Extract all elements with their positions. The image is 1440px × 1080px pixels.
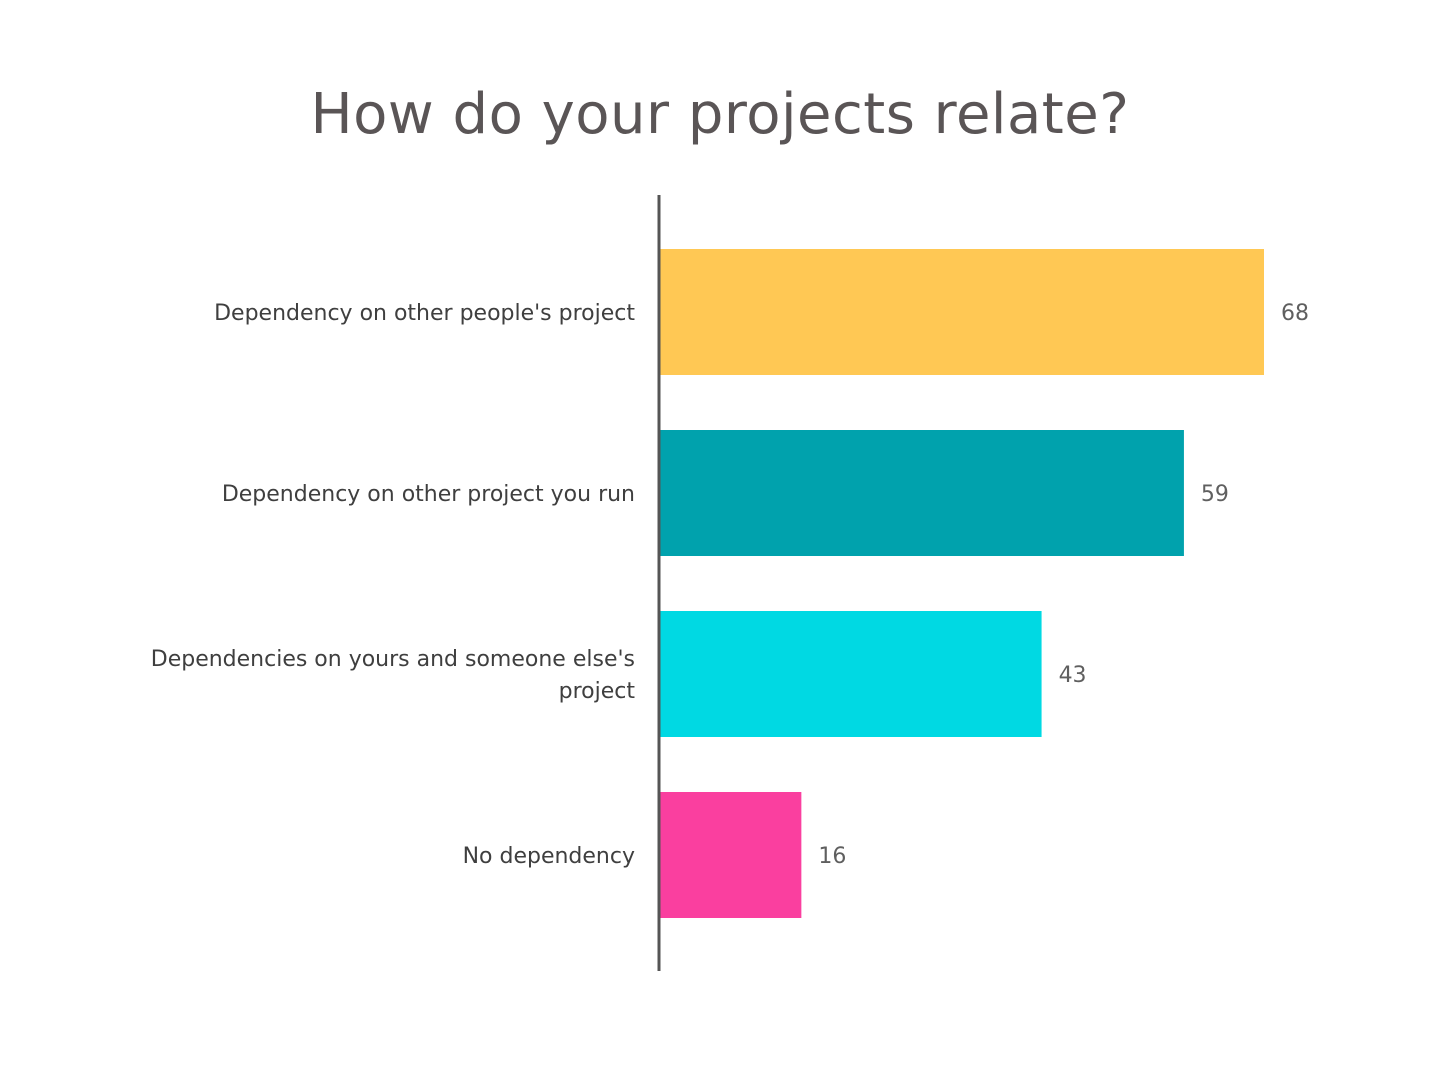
data-label: 43 [1059, 663, 1087, 688]
bar [659, 792, 802, 918]
bar [659, 430, 1184, 556]
bar [659, 611, 1042, 737]
data-label: 68 [1281, 301, 1309, 326]
category-label: No dependency [463, 844, 635, 869]
category-label: Dependencies on yours and someone else's… [151, 647, 636, 704]
data-label: 16 [818, 844, 846, 869]
chart-title: How do your projects relate? [310, 82, 1130, 147]
category-label: Dependency on other project you run [222, 482, 635, 507]
bar [659, 249, 1264, 375]
category-label: Dependency on other people's project [214, 301, 635, 326]
data-label: 59 [1201, 482, 1229, 507]
